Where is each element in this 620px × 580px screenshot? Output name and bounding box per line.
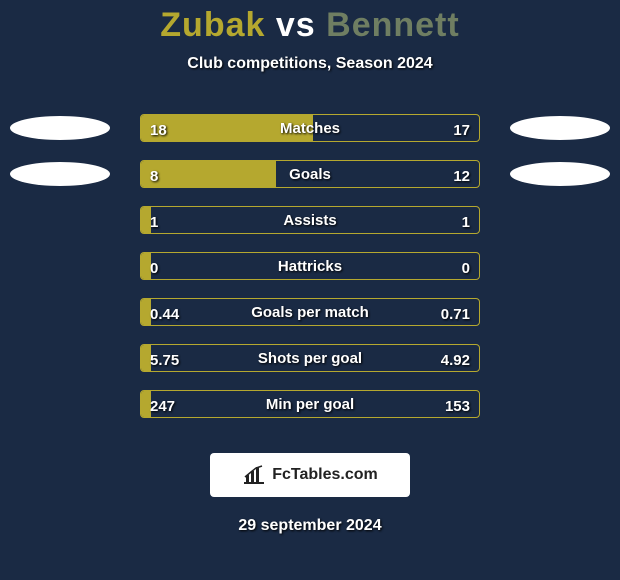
stat-value-left: 8 bbox=[150, 153, 158, 199]
stat-label: Hattricks bbox=[141, 253, 479, 279]
stat-bar: Hattricks bbox=[140, 252, 480, 280]
stat-value-right: 4.92 bbox=[441, 337, 470, 383]
stat-row: Matches18 17 bbox=[0, 107, 620, 153]
stat-row: Hattricks0 0 bbox=[0, 245, 620, 291]
stat-row: Shots per goal5.75 4.92 bbox=[0, 337, 620, 383]
stat-label: Assists bbox=[141, 207, 479, 233]
stat-label: Shots per goal bbox=[141, 345, 479, 371]
player1-marker bbox=[10, 116, 110, 140]
stat-bar: Matches bbox=[140, 114, 480, 142]
stat-bar-fill bbox=[141, 161, 276, 187]
subtitle: Club competitions, Season 2024 bbox=[0, 55, 620, 73]
logo-text: FcTables.com bbox=[272, 466, 378, 484]
stat-row: Min per goal247 153 bbox=[0, 383, 620, 429]
stat-value-right: 17 bbox=[453, 107, 470, 153]
stat-row: Assists1 1 bbox=[0, 199, 620, 245]
stat-value-left: 18 bbox=[150, 107, 167, 153]
stat-bar: Goals per match bbox=[140, 298, 480, 326]
comparison-title: Zubak vs Bennett bbox=[0, 0, 620, 45]
player2-name: Bennett bbox=[326, 6, 460, 44]
stat-bar: Assists bbox=[140, 206, 480, 234]
date-text: 29 september 2024 bbox=[0, 517, 620, 535]
vs-text: vs bbox=[276, 6, 316, 44]
stat-value-right: 153 bbox=[445, 383, 470, 429]
stat-label: Goals per match bbox=[141, 299, 479, 325]
player2-marker bbox=[510, 116, 610, 140]
stat-bar: Shots per goal bbox=[140, 344, 480, 372]
stat-value-left: 247 bbox=[150, 383, 175, 429]
stat-value-left: 0.44 bbox=[150, 291, 179, 337]
stat-value-right: 0.71 bbox=[441, 291, 470, 337]
stat-value-left: 5.75 bbox=[150, 337, 179, 383]
stat-row: Goals8 12 bbox=[0, 153, 620, 199]
fctables-logo: FcTables.com bbox=[210, 453, 410, 497]
player2-marker bbox=[510, 162, 610, 186]
stat-value-right: 1 bbox=[462, 199, 470, 245]
player1-marker bbox=[10, 162, 110, 186]
stat-value-left: 1 bbox=[150, 199, 158, 245]
stat-row: Goals per match0.44 0.71 bbox=[0, 291, 620, 337]
stat-label: Min per goal bbox=[141, 391, 479, 417]
stat-bar: Goals bbox=[140, 160, 480, 188]
bar-chart-icon bbox=[242, 465, 266, 485]
stat-value-right: 0 bbox=[462, 245, 470, 291]
stat-value-right: 12 bbox=[453, 153, 470, 199]
stats-rows: Matches1817Goals812Assists11Hattricks00G… bbox=[0, 107, 620, 429]
stat-value-left: 0 bbox=[150, 245, 158, 291]
stat-bar: Min per goal bbox=[140, 390, 480, 418]
player1-name: Zubak bbox=[160, 6, 265, 44]
